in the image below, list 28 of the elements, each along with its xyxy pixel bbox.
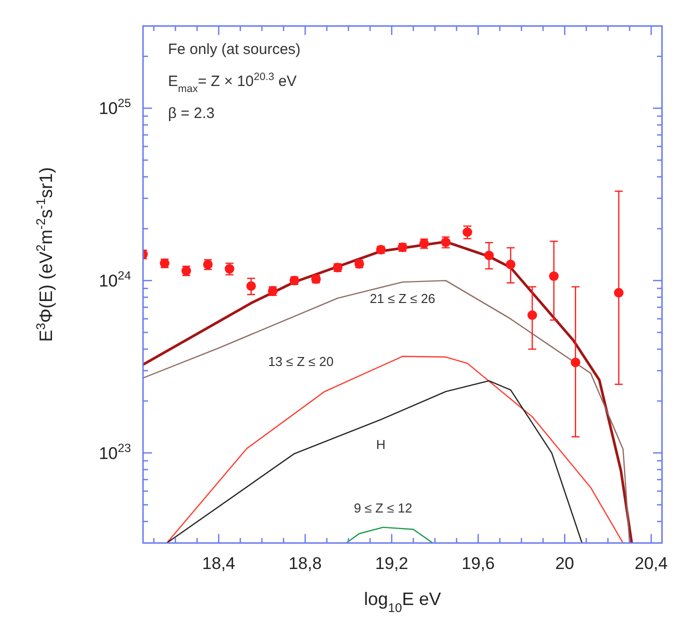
point: [549, 271, 559, 281]
line-series: [166, 356, 624, 543]
line-series: [166, 380, 583, 543]
x-tick-label: 19,2: [375, 554, 408, 573]
y-tick-label: 10$^{23}$: [98, 440, 132, 463]
point: [570, 358, 580, 368]
line-series: [346, 526, 434, 543]
point: [614, 288, 624, 298]
annotation: Fe only (at sources): [168, 41, 301, 58]
x-axis-title: log$_{10}$E eV: [364, 589, 442, 615]
y-tick-label: 10$^{25}$: [98, 96, 132, 118]
x-tick-label: 19,6: [462, 554, 495, 573]
point: [246, 281, 256, 291]
x-tick-label: 18,8: [288, 554, 322, 573]
point: [484, 250, 494, 260]
series-label: 9 ≤ Z ≤ 12: [354, 500, 412, 516]
x-tick-label: 20: [555, 554, 574, 573]
series-label: 13 ≤ Z ≤ 20: [268, 354, 334, 369]
annotation: β = 2.3: [168, 105, 215, 122]
y-tick-label: 10$^{24}$: [98, 268, 132, 291]
x-tick-label: 20,4: [634, 554, 668, 573]
series-label: 21 ≤ Z ≤ 26: [370, 291, 436, 306]
x-tick-label: 18,4: [202, 554, 236, 573]
annotation: E$_{max}$= Z × 10$^{20.3}$ eV: [168, 71, 297, 95]
point: [462, 227, 472, 237]
point: [506, 260, 516, 270]
series-label: H: [376, 437, 386, 452]
point: [527, 310, 538, 320]
